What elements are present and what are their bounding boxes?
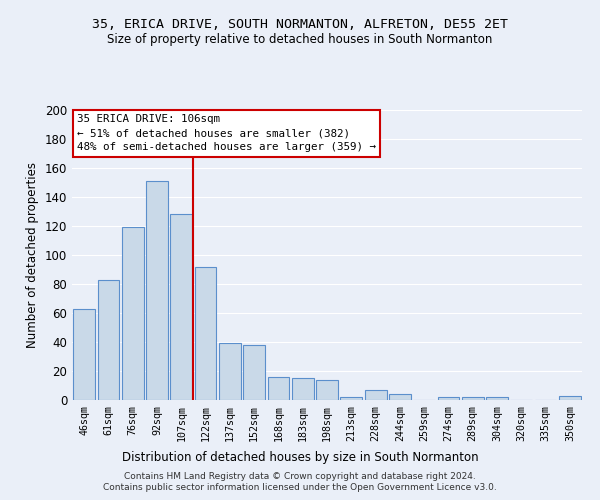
Bar	[292, 378, 314, 400]
Text: 35, ERICA DRIVE, SOUTH NORMANTON, ALFRETON, DE55 2ET: 35, ERICA DRIVE, SOUTH NORMANTON, ALFRET…	[92, 18, 508, 30]
Bar	[73, 308, 95, 400]
Bar	[486, 397, 508, 400]
Y-axis label: Number of detached properties: Number of detached properties	[26, 162, 39, 348]
Bar	[243, 345, 265, 400]
Bar	[97, 280, 119, 400]
Bar	[194, 266, 217, 400]
Bar	[268, 377, 289, 400]
Bar	[559, 396, 581, 400]
Bar	[219, 344, 241, 400]
Bar	[146, 181, 168, 400]
Bar	[340, 397, 362, 400]
Bar	[122, 228, 143, 400]
Text: Contains HM Land Registry data © Crown copyright and database right 2024.
Contai: Contains HM Land Registry data © Crown c…	[103, 472, 497, 492]
Bar	[437, 397, 460, 400]
Bar	[316, 380, 338, 400]
Text: Size of property relative to detached houses in South Normanton: Size of property relative to detached ho…	[107, 32, 493, 46]
Bar	[170, 214, 192, 400]
Bar	[389, 394, 411, 400]
Text: Distribution of detached houses by size in South Normanton: Distribution of detached houses by size …	[122, 451, 478, 464]
Bar	[462, 397, 484, 400]
Text: 35 ERICA DRIVE: 106sqm
← 51% of detached houses are smaller (382)
48% of semi-de: 35 ERICA DRIVE: 106sqm ← 51% of detached…	[77, 114, 376, 152]
Bar	[365, 390, 386, 400]
